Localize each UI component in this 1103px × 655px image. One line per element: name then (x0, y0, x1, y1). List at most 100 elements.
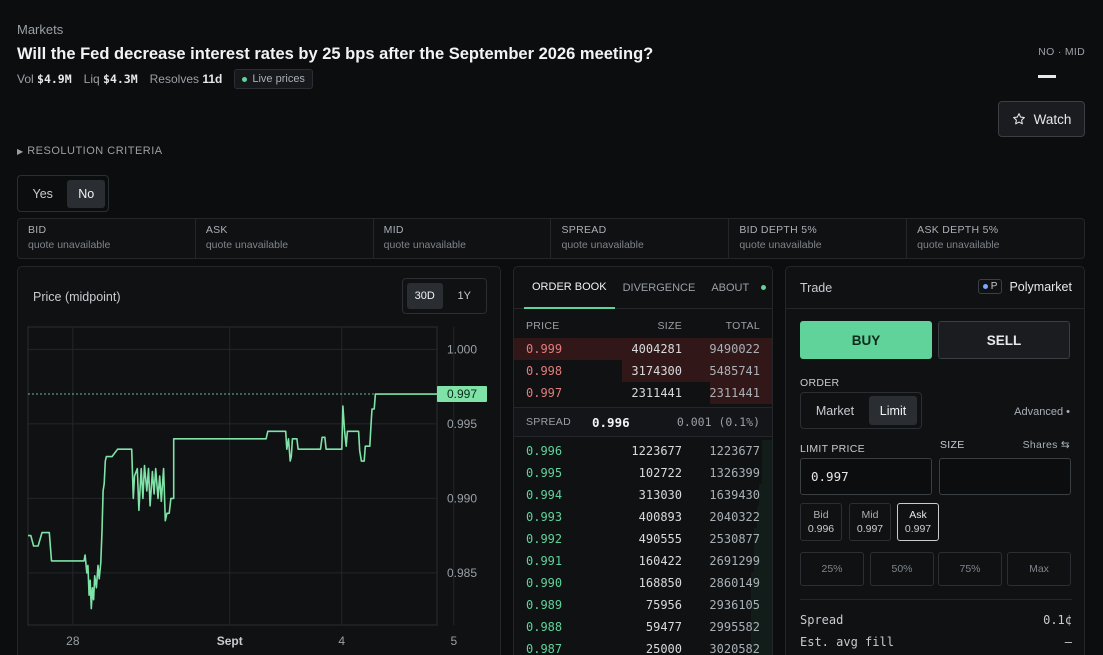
order-limit-button[interactable]: Limit (869, 396, 917, 425)
sell-button[interactable]: SELL (938, 321, 1070, 359)
row-size: 59477 (645, 620, 682, 634)
bid-row[interactable]: 0.992 490555 2530877 (514, 528, 772, 550)
venue-selector[interactable]: P Polymarket (977, 279, 1072, 294)
outcome-yes-button[interactable]: Yes (32, 186, 53, 201)
breadcrumb[interactable]: Markets (17, 22, 64, 37)
shares-toggle[interactable]: Shares ⇆ (1022, 439, 1070, 451)
quick-ask-button[interactable]: Ask 0.997 (897, 503, 939, 541)
row-size: 2311441 (631, 386, 682, 400)
depth-bar (753, 528, 772, 550)
row-price: 0.991 (526, 554, 563, 568)
row-size: 4004281 (631, 342, 682, 356)
trade-header: Trade P Polymarket (786, 267, 1084, 309)
y-tick-label: 0.990 (447, 491, 477, 505)
volume-stat: Vol $4.9M (17, 72, 72, 86)
depth-bar (710, 382, 772, 404)
asks-list: 0.999 4004281 9490022 0.998 3174300 5485741 0.… (514, 338, 772, 404)
row-total: 1326399 (709, 466, 760, 480)
price-chart-panel: Price (midpoint) 30D 1Y 1.000 0.995 0.990 0… (17, 266, 501, 655)
bid-row[interactable]: 0.993 400893 2040322 (514, 506, 772, 528)
row-size: 400893 (638, 510, 682, 524)
limit-price-input[interactable]: 0.997 (800, 458, 932, 495)
price-chart[interactable]: 1.000 0.995 0.990 0.985 28 Sept 4 5 0.997 (18, 267, 501, 655)
tab-order-book[interactable]: ORDER BOOK (524, 267, 615, 309)
bid-row[interactable]: 0.996 1223677 1223677 (514, 440, 772, 462)
x-tick-label: 5 (450, 634, 457, 648)
depth-bar (751, 594, 772, 616)
row-price: 0.996 (526, 444, 563, 458)
triangle-right-icon: ▶ (17, 147, 24, 156)
watch-label: Watch (1033, 111, 1072, 127)
range-selector: 30D 1Y (402, 278, 487, 314)
range-1y-button[interactable]: 1Y (457, 290, 471, 302)
row-total: 2530877 (709, 532, 760, 546)
trade-divider (800, 599, 1072, 600)
stat-ask: ASK quote unavailable (196, 219, 374, 258)
bid-row[interactable]: 0.989 75956 2936105 (514, 594, 772, 616)
row-size: 313030 (638, 488, 682, 502)
row-total: 9490022 (709, 342, 760, 356)
watch-button[interactable]: Watch (998, 101, 1085, 137)
outcome-indicator-bar (1038, 75, 1056, 78)
price-series-line (28, 393, 437, 610)
bid-row[interactable]: 0.994 313030 1639430 (514, 484, 772, 506)
bid-row[interactable]: 0.991 160422 2691299 (514, 550, 772, 572)
bid-row[interactable]: 0.988 59477 2995582 (514, 616, 772, 638)
spread-summary: Spread 0.1¢ (800, 613, 1072, 627)
quick-mid-button[interactable]: Mid 0.997 (849, 503, 891, 541)
pct-max-button[interactable]: Max (1007, 552, 1071, 586)
y-tick-label: 0.985 (447, 566, 477, 580)
row-total: 2860149 (709, 576, 760, 590)
row-price: 0.989 (526, 598, 563, 612)
x-tick-label: 28 (66, 634, 80, 648)
plot-frame (27, 326, 438, 626)
resolution-criteria-label: RESOLUTION CRITERIA (27, 145, 163, 157)
ask-row[interactable]: 0.997 2311441 2311441 (514, 382, 772, 404)
bid-row[interactable]: 0.990 168850 2860149 (514, 572, 772, 594)
bid-row[interactable]: 0.995 102722 1326399 (514, 462, 772, 484)
depth-bar (751, 616, 772, 638)
row-total: 2995582 (709, 620, 760, 634)
outcome-no-button[interactable]: No (67, 179, 105, 208)
row-size: 3174300 (631, 364, 682, 378)
row-total: 2311441 (709, 386, 760, 400)
row-price: 0.998 (526, 364, 563, 378)
advanced-toggle[interactable]: Advanced • (1014, 406, 1070, 418)
order-type-toggle: Market Limit (800, 392, 922, 429)
row-size: 168850 (638, 576, 682, 590)
range-30d-button[interactable]: 30D (407, 283, 443, 309)
stat-spread: SPREAD quote unavailable (551, 219, 730, 258)
row-total: 1639430 (709, 488, 760, 502)
row-price: 0.987 (526, 642, 563, 655)
depth-bar (751, 638, 772, 655)
pct-75-button[interactable]: 75% (938, 552, 1002, 586)
pct-50-button[interactable]: 50% (870, 552, 934, 586)
row-total: 2936105 (709, 598, 760, 612)
resolution-criteria-toggle[interactable]: ▶ RESOLUTION CRITERIA (17, 145, 163, 157)
bid-row[interactable]: 0.987 25000 3020582 (514, 638, 772, 655)
y-tick-label: 0.995 (447, 417, 477, 431)
current-price-tag (437, 386, 487, 403)
row-size: 160422 (638, 554, 682, 568)
tab-about[interactable]: ABOUT (711, 281, 750, 294)
row-size: 102722 (638, 466, 682, 480)
buy-button[interactable]: BUY (800, 321, 932, 359)
ask-row[interactable]: 0.999 4004281 9490022 (514, 338, 772, 360)
tab-divergence[interactable]: DIVERGENCE (622, 281, 696, 294)
pct-25-button[interactable]: 25% (800, 552, 864, 586)
quick-bid-button[interactable]: Bid 0.996 (800, 503, 842, 541)
row-price: 0.997 (526, 386, 563, 400)
resolves-stat: Resolves 11d (149, 72, 223, 86)
stat-bid: BID quote unavailable (18, 219, 196, 258)
book-header: PRICE SIZE TOTAL (514, 309, 772, 338)
order-market-button[interactable]: Market (815, 403, 855, 418)
size-input[interactable] (939, 458, 1071, 495)
live-prices-badge: Live prices (234, 69, 313, 89)
ask-row[interactable]: 0.998 3174300 5485741 (514, 360, 772, 382)
spread-label: SPREAD (526, 416, 571, 428)
spread-value: 0.001 (0.1%) (676, 415, 760, 429)
col-size: SIZE (657, 320, 682, 332)
row-price: 0.988 (526, 620, 563, 634)
row-total: 5485741 (709, 364, 760, 378)
size-label: SIZE (940, 439, 965, 451)
